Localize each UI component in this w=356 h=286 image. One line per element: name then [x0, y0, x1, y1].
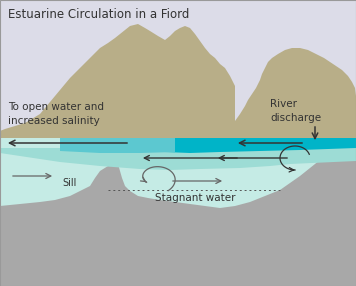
- Bar: [0, 138, 356, 286]
- Polygon shape: [0, 138, 356, 286]
- Text: To open water and
increased salinity: To open water and increased salinity: [8, 102, 104, 126]
- Bar: [0, 0, 356, 138]
- Polygon shape: [220, 48, 356, 286]
- Text: River
discharge: River discharge: [270, 100, 321, 123]
- Text: Sill: Sill: [62, 178, 77, 188]
- Polygon shape: [0, 24, 235, 286]
- Text: Stagnant water: Stagnant water: [155, 193, 236, 203]
- Polygon shape: [60, 138, 175, 153]
- Polygon shape: [0, 148, 356, 170]
- Polygon shape: [165, 138, 356, 153]
- Text: Estuarine Circulation in a Fiord: Estuarine Circulation in a Fiord: [8, 8, 189, 21]
